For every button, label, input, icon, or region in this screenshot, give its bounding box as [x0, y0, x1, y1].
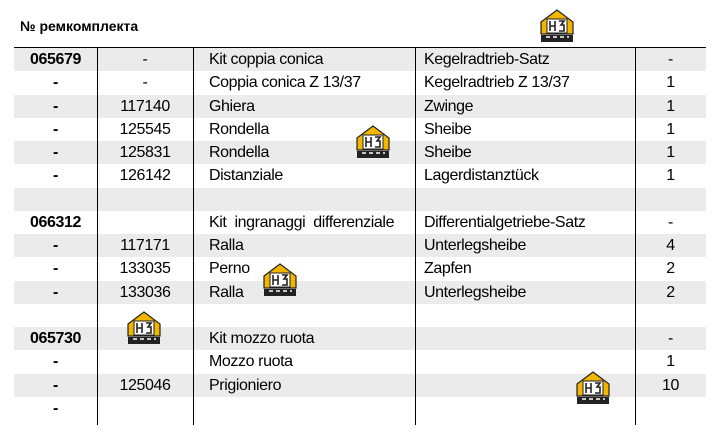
logo	[127, 311, 161, 345]
quantity: -	[668, 330, 673, 347]
table-row: - 117171 Ralla Unterlegsheibe 4	[14, 234, 706, 258]
table-row: 065730 Kit mozzo ruota -	[14, 327, 706, 351]
part-number: 133036	[119, 283, 171, 301]
italian-name: Mozzo ruota	[209, 353, 293, 371]
italian-name: Ralla	[209, 283, 244, 301]
part-number: 125831	[119, 144, 171, 161]
german-name: Zwinge	[424, 97, 474, 115]
code: -	[53, 97, 58, 115]
table-row: - 133035 Perno Zapfen 2	[14, 257, 706, 280]
italian-name: Ralla	[209, 237, 244, 254]
table-row: -	[14, 397, 706, 420]
italian-name: Kit coppia conica	[209, 51, 324, 68]
quantity: 1	[666, 97, 675, 115]
header-title: № ремкомплекта	[20, 18, 139, 34]
logo	[356, 125, 390, 159]
german-name: Lagerdistanztück	[424, 167, 539, 185]
italian-name: Kit mozzo ruota	[209, 330, 315, 347]
code: 066312	[30, 213, 81, 231]
table-row: - - Coppia conica Z 13/37 Kegelradtrieb Z 1…	[14, 71, 706, 94]
code: -	[53, 353, 58, 371]
table-row: 066312 Kit ingranaggi differenziale Differ…	[14, 211, 706, 234]
german-name: Unterlegsheibe	[424, 283, 527, 301]
table-row: - 126142 Distanziale Lagerdistanztück 1	[14, 164, 706, 187]
quantity: 10	[662, 376, 679, 394]
german-name: Kegelradtrieb-Satz	[424, 51, 550, 68]
part-number: 125545	[119, 120, 171, 138]
table-top-rule	[14, 47, 706, 48]
logo	[263, 263, 297, 297]
part-number: 117140	[120, 97, 170, 115]
code: 065730	[30, 330, 81, 347]
logo	[576, 371, 610, 405]
code: -	[53, 237, 58, 254]
table-row: - 125046 Prigioniero 10	[14, 373, 706, 397]
italian-name: Perno	[209, 260, 250, 278]
german-name: Sheibe	[424, 144, 472, 161]
code: -	[53, 120, 58, 138]
code: -	[53, 283, 58, 301]
german-name: Zapfen	[424, 260, 472, 278]
column-rule	[193, 48, 194, 425]
table-row	[14, 187, 706, 211]
part-number: 126142	[119, 167, 171, 185]
quantity: 1	[666, 353, 675, 371]
table-row: - 133036 Ralla Unterlegsheibe 2	[14, 280, 706, 304]
quantity: 2	[666, 260, 675, 278]
code: -	[53, 144, 58, 161]
table-row: - 117140 Ghiera Zwinge 1	[14, 94, 706, 118]
part-number: -	[142, 74, 148, 92]
italian-name: Prigioniero	[209, 376, 282, 394]
part-number: 117171	[120, 237, 170, 254]
italian-name: Rondella	[209, 144, 269, 161]
quantity: -	[668, 51, 673, 68]
code: -	[53, 399, 58, 417]
part-number: 125046	[119, 376, 171, 394]
italian-name: Coppia conica Z 13/37	[209, 74, 361, 92]
german-name: Sheibe	[424, 120, 472, 138]
code: -	[53, 74, 58, 92]
german-name: Kegelradtrieb Z 13/37	[424, 74, 570, 92]
quantity: 2	[666, 283, 675, 301]
quantity: 1	[666, 74, 675, 92]
code: -	[53, 260, 58, 278]
quantity: 1	[666, 144, 675, 161]
german-name: Unterlegsheibe	[424, 237, 527, 254]
italian-name: Distanziale	[209, 167, 283, 185]
table-row: - 125545 Rondella Sheibe 1	[14, 118, 706, 141]
part-number: -	[142, 51, 148, 68]
table-row	[14, 304, 706, 327]
quantity: 1	[666, 120, 675, 138]
quantity: -	[668, 213, 673, 231]
code: 065679	[30, 51, 81, 68]
part-number: 133035	[119, 260, 171, 278]
italian-name: Rondella	[209, 120, 269, 138]
code: -	[53, 167, 58, 185]
table-row: - Mozzo ruota 1	[14, 350, 706, 373]
column-rule	[415, 48, 416, 425]
table-row: 065679 - Kit coppia conica Kegelradtrieb-Sa…	[14, 48, 706, 72]
code: -	[53, 376, 58, 394]
italian-name: Ghiera	[209, 97, 255, 115]
italian-name: Kit ingranaggi differenziale	[209, 213, 395, 231]
quantity: 4	[666, 237, 675, 254]
column-rule	[635, 48, 636, 425]
column-rule	[97, 48, 98, 425]
german-name: Differentialgetriebe-Satz	[424, 213, 586, 231]
logo	[540, 9, 574, 43]
quantity: 1	[666, 167, 675, 185]
